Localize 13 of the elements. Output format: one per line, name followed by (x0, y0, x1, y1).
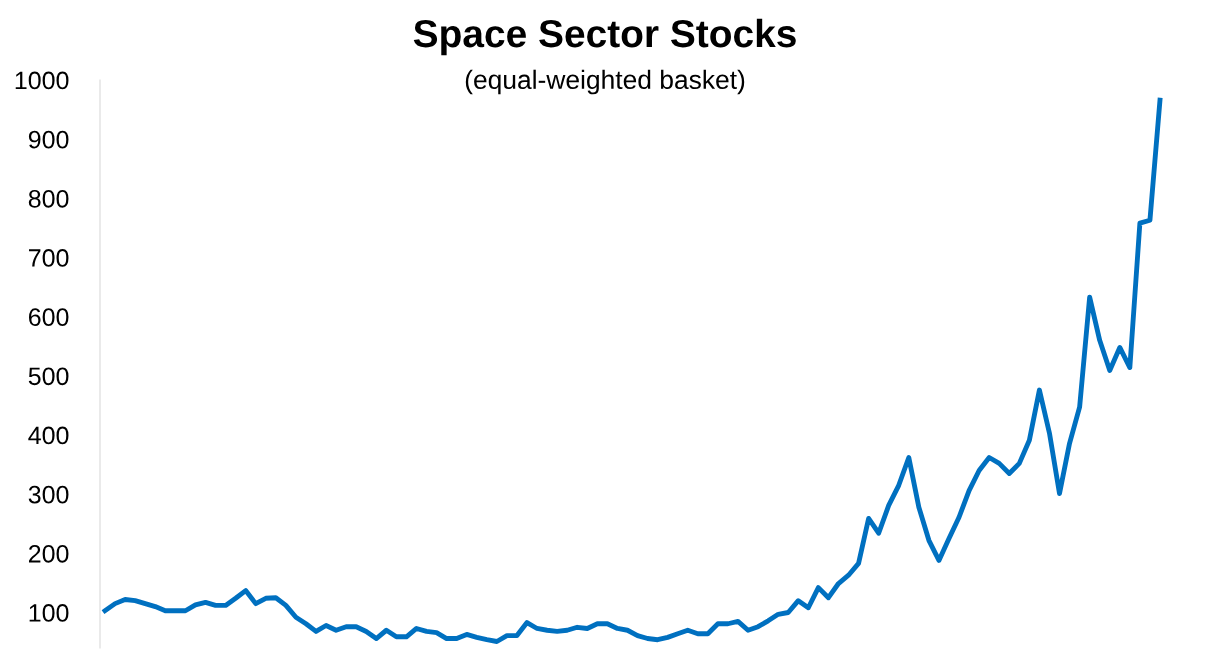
y-tick-label: 100 (29, 604, 69, 622)
y-tick-label: 300 (28, 485, 69, 504)
y-tick-label: 900 (28, 130, 69, 149)
chart-title: Space Sector Stocks (413, 18, 796, 56)
y-tick-label: 1000 (15, 71, 69, 90)
y-tick-label: 600 (29, 308, 69, 326)
y-tick-label: 500 (28, 367, 69, 386)
y-tick-label: 200 (29, 544, 69, 563)
chart-subtitle: (equal-weighted basket) (465, 69, 745, 95)
line-series (102, 97, 1163, 644)
y-tick-label: 800 (28, 189, 69, 208)
y-tick-label: 400 (28, 426, 69, 445)
y-tick-label: 700 (29, 249, 69, 267)
